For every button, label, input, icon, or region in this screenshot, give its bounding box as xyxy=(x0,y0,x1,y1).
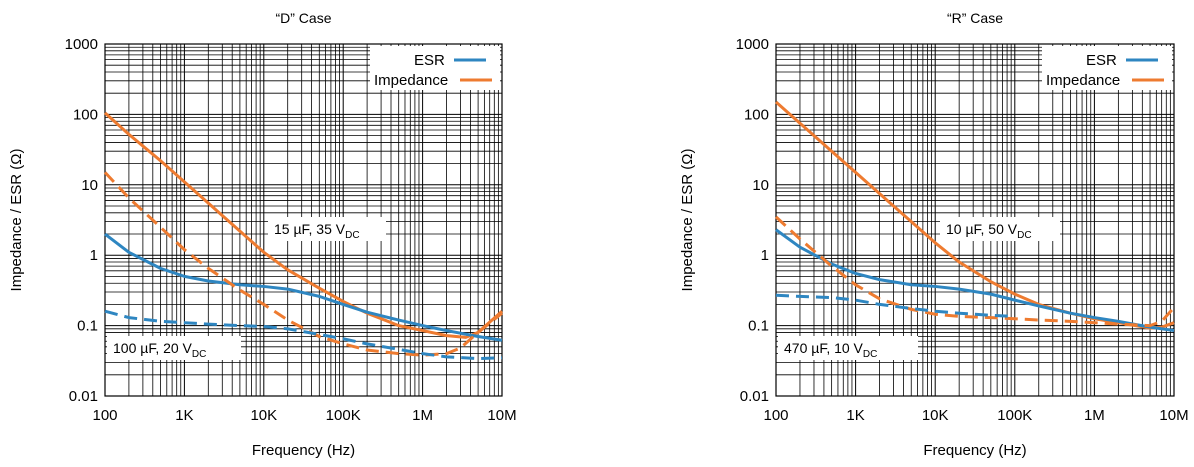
y-tick-label: 1000 xyxy=(736,36,769,53)
y-tick-label: 0.01 xyxy=(740,388,769,405)
series-line-impedance-dashed xyxy=(774,215,1176,328)
annotation-main: 100 µF, 20 V xyxy=(113,340,193,356)
y-tick-label: 100 xyxy=(744,106,769,123)
annotation-text: 15 µF, 35 VDC xyxy=(274,221,360,241)
x-tick-label: 10M xyxy=(487,407,516,424)
annotation-text: 10 µF, 50 VDC xyxy=(946,221,1032,241)
annotation-1: 15 µF, 35 VDC xyxy=(268,217,386,241)
series-lines xyxy=(103,111,503,361)
x-tick-label: 1M xyxy=(412,407,433,424)
annotation-main: 470 µF, 10 V xyxy=(784,340,864,356)
y-tick-label: 1 xyxy=(761,247,769,264)
x-tick-label: 1K xyxy=(846,407,864,424)
grid xyxy=(104,44,502,397)
series-lines xyxy=(774,100,1176,333)
x-tick-label: 1K xyxy=(175,407,193,424)
series-line-esr-solid xyxy=(775,228,1175,333)
legend-label: ESR xyxy=(1086,52,1117,69)
annotation-text: 100 µF, 20 VDC xyxy=(113,340,206,360)
x-tick-label: 10K xyxy=(922,407,949,424)
legend: ESR Impedance xyxy=(1042,46,1172,90)
annotation-subscript: DC xyxy=(863,349,877,360)
chart-title: “D” Case xyxy=(275,10,331,26)
legend-label: ESR xyxy=(414,52,445,69)
y-tick-label: 1 xyxy=(90,247,98,264)
y-tick-label: 10 xyxy=(81,177,98,194)
chart-title: “R” Case xyxy=(947,10,1003,26)
annotation-main: 10 µF, 50 V xyxy=(946,221,1018,237)
x-tick-label: 100K xyxy=(997,407,1032,424)
legend-box xyxy=(1042,46,1172,90)
legend: ESR Impedance xyxy=(370,46,500,90)
y-tick-label: 0.1 xyxy=(748,318,769,335)
x-tick-label: 100K xyxy=(326,407,361,424)
series-line-impedance-dashed xyxy=(103,171,503,357)
annotation-box xyxy=(940,217,1060,241)
annotation-box xyxy=(268,217,386,241)
series-line-esr-solid xyxy=(104,232,503,342)
y-tick-label: 1000 xyxy=(65,36,98,53)
x-tick-label: 10M xyxy=(1159,407,1188,424)
annotation-subscript: DC xyxy=(192,349,206,360)
x-tick-label: 10K xyxy=(250,407,277,424)
legend-label: Impedance xyxy=(374,72,448,89)
annotation-subscript: DC xyxy=(345,230,359,241)
y-tick-label: 10 xyxy=(752,177,769,194)
series-line-esr-dashed xyxy=(775,293,1015,318)
plot-frame xyxy=(775,43,1175,397)
x-tick-label: 100 xyxy=(92,407,117,424)
x-axis-label: Frequency (Hz) xyxy=(252,442,355,459)
annotation-main: 15 µF, 35 V xyxy=(274,221,346,237)
y-tick-label: 0.01 xyxy=(69,388,98,405)
y-axis-label: Impedance / ESR (Ω) xyxy=(8,149,25,292)
plot-frame xyxy=(104,43,503,397)
series-line-esr-dashed xyxy=(104,309,503,361)
x-tick-label: 1M xyxy=(1084,407,1105,424)
annotation-text: 470 µF, 10 VDC xyxy=(784,340,877,360)
series-line-impedance-solid xyxy=(103,111,503,339)
y-tick-label: 0.1 xyxy=(77,318,98,335)
annotation-2: 470 µF, 10 VDC xyxy=(778,336,918,360)
y-tick-label: 100 xyxy=(73,106,98,123)
x-tick-label: 100 xyxy=(763,407,788,424)
x-axis-label: Frequency (Hz) xyxy=(923,442,1026,459)
y-axis-label: Impedance / ESR (Ω) xyxy=(679,149,696,292)
legend-label: Impedance xyxy=(1046,72,1120,89)
legend-box xyxy=(370,46,500,90)
annotation-box xyxy=(778,336,918,360)
annotation-2: 100 µF, 20 VDC xyxy=(107,336,241,360)
annotation-1: 10 µF, 50 VDC xyxy=(940,217,1060,241)
annotation-box xyxy=(107,336,241,360)
annotation-subscript: DC xyxy=(1017,230,1031,241)
